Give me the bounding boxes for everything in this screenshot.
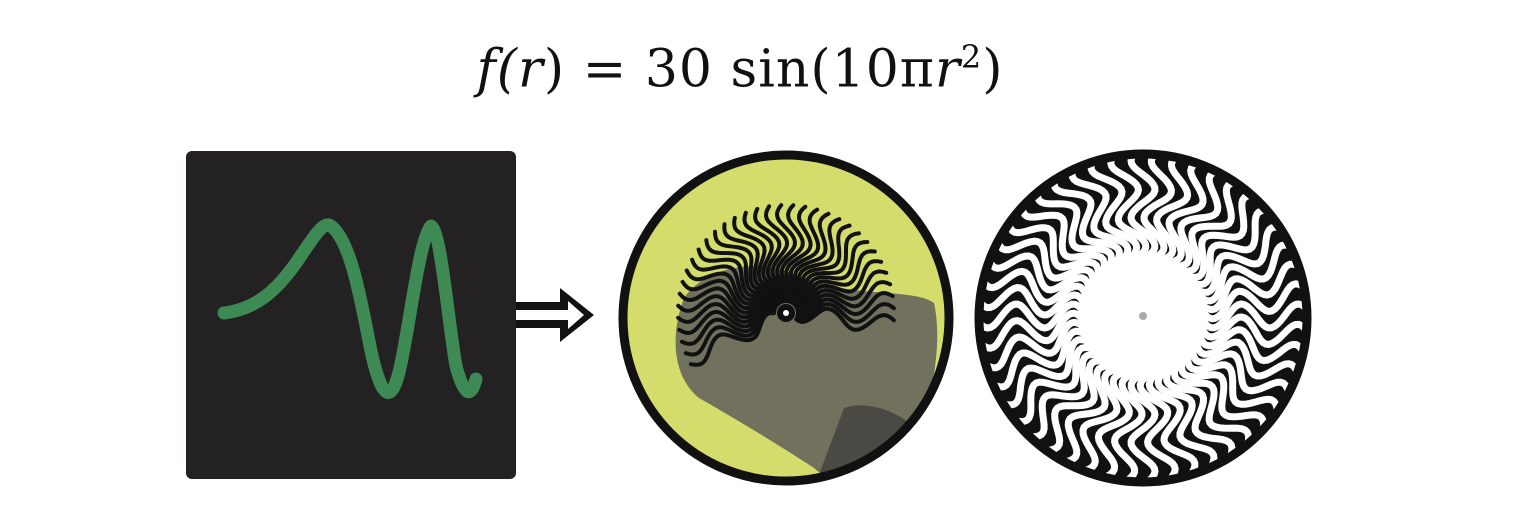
ray [732,215,789,303]
function-curve-plot [217,218,483,399]
double-arrow-right-icon [516,288,594,342]
formula-mid: ) = 30 sin(10π [543,39,935,100]
ray [676,302,778,325]
ray [1144,311,1307,370]
ray [690,257,782,305]
ray [1144,305,1307,348]
ray [1132,318,1179,482]
ray [1140,318,1253,461]
ray [1050,159,1148,314]
ray [1144,177,1257,317]
ray [795,231,861,311]
ray [1012,314,1141,441]
ray [1047,316,1142,468]
ray [677,305,777,336]
ray [979,284,1142,327]
ray [796,259,884,316]
ray [986,311,1141,409]
ray [1145,280,1307,327]
ray [1144,164,1239,316]
ray [794,223,852,310]
ray [679,307,777,346]
ray [1029,315,1142,455]
ray [795,290,895,321]
ray [794,217,842,309]
ray [684,268,781,306]
ray [788,207,821,307]
ray [795,280,893,319]
ray [1143,154,1219,316]
ray [688,310,776,367]
ray [794,306,896,332]
ray [763,204,794,304]
ray [795,249,877,314]
ray [981,240,1143,316]
ray [979,262,1142,321]
ray [1127,318,1159,482]
formula-exponent: 2 [960,38,983,76]
ray [1142,317,1282,430]
ray [1143,317,1295,412]
ray [753,206,792,304]
ray [1004,202,1144,315]
ray [793,211,831,308]
formula-var-r: r [518,39,544,100]
ray [713,229,786,304]
ray [1111,317,1154,482]
ray [1089,317,1148,482]
ray [979,307,1141,372]
ray [991,220,1143,315]
ray [979,305,1141,352]
ray [979,309,1141,391]
ray [1067,316,1143,478]
radial-wavy-rays [676,203,896,367]
ray [779,203,805,305]
ray [1087,154,1152,314]
ray [1145,206,1288,319]
ray [979,300,1141,332]
ray [1136,318,1218,482]
formula-var-r2: r [934,39,961,100]
ray [1134,318,1199,482]
ray [683,309,777,357]
ray [998,313,1141,426]
ray [742,210,790,304]
formula-suffix: ) [982,39,1004,100]
ray [722,222,787,304]
sine-curve [217,218,483,399]
ray [680,278,780,311]
warped-image-disc [618,150,954,486]
ray [774,203,797,305]
ray [784,204,813,306]
ray [795,240,870,313]
ray [677,286,779,315]
ray [1127,154,1159,314]
ray [794,301,896,324]
ray [1107,154,1154,314]
disc-border [974,149,1312,487]
ray [1018,185,1145,314]
ray [795,269,889,317]
ray [1033,171,1146,314]
ray [1141,318,1268,447]
ray [1138,318,1236,473]
formula-f: f( [476,39,519,100]
ray [1145,223,1300,321]
ray [1068,154,1150,314]
ray [1145,260,1307,325]
ray [696,247,783,305]
ray [676,294,778,320]
ray [704,238,784,304]
ray [1138,154,1197,315]
radial-wavy-pattern [979,154,1307,482]
ray [1143,316,1305,392]
formula-title: f(r) = 30 sin(10πr2) [0,38,1480,99]
disc-border [618,150,954,486]
function-plot-panel [186,151,516,479]
ray [1145,241,1307,323]
ray [1145,191,1274,318]
wavy-pattern-disc [974,149,1312,487]
ray [1132,154,1175,315]
